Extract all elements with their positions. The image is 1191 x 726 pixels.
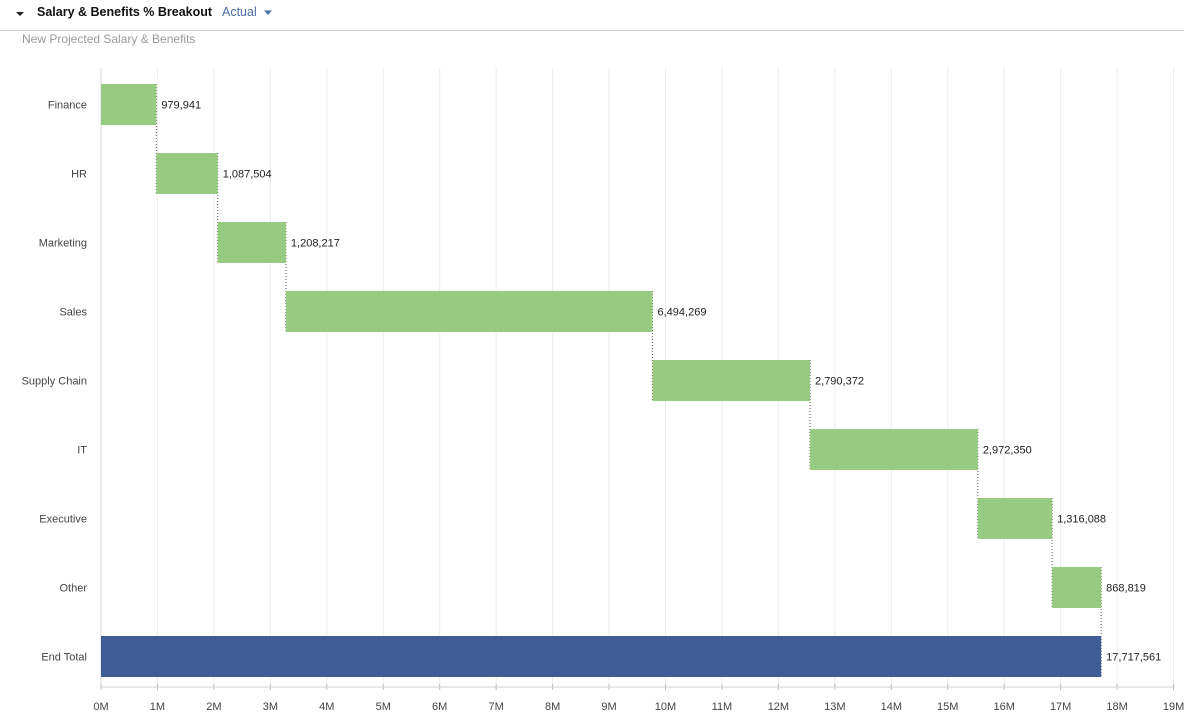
total-bar	[101, 636, 1102, 677]
waterfall-bar	[652, 360, 811, 401]
data-label: 17,717,561	[1106, 652, 1161, 664]
data-label: 1,087,504	[223, 169, 272, 181]
data-labels: 979,941 1,087,504 1,208,217 6,494,269 2,790,…	[161, 100, 1161, 664]
waterfall-bar	[156, 153, 218, 194]
x-tick-label: 17M	[1050, 701, 1071, 713]
x-tick-label: 9M	[601, 701, 616, 713]
waterfall-bar	[977, 498, 1053, 539]
data-label: 2,972,350	[983, 445, 1032, 457]
x-tick-label: 4M	[319, 701, 334, 713]
panel-title: Salary & Benefits % Breakout	[37, 5, 213, 19]
chart-subtitle: New Projected Salary & Benefits	[22, 32, 196, 46]
category-label: Sales	[59, 307, 87, 319]
data-label: 2,790,372	[815, 376, 864, 388]
x-gridlines	[100, 68, 1175, 687]
x-tick-label: 12M	[768, 701, 789, 713]
x-tick-label: 14M	[881, 701, 902, 713]
waterfall-bar	[285, 291, 653, 332]
x-tick-label: 1M	[150, 701, 165, 713]
x-axis-ticks: 0M 1M 2M 3M 4M 5M 6M 7M 8M 9M 10M 11M 12M 13M 14M 15M 16…	[93, 684, 1184, 713]
category-label: HR	[71, 169, 87, 181]
category-label: Supply Chain	[22, 376, 87, 388]
category-label: Executive	[39, 514, 87, 526]
category-label: Other	[59, 583, 87, 595]
x-tick-label: 3M	[263, 701, 278, 713]
x-tick-label: 13M	[824, 701, 845, 713]
category-labels: Finance HR Marketing Sales Supply Chain IT Exe…	[22, 100, 88, 664]
x-tick-label: 2M	[206, 701, 221, 713]
bars	[101, 84, 1102, 677]
category-label: Finance	[48, 100, 87, 112]
x-tick-label: 5M	[376, 701, 391, 713]
panel-header: Salary & Benefits % Breakout Actual	[0, 0, 1184, 31]
waterfall-bar	[217, 222, 286, 263]
x-tick-label: 0M	[93, 701, 108, 713]
caret-down-icon	[263, 6, 273, 20]
waterfall-bar	[1052, 567, 1102, 608]
view-dropdown[interactable]: Actual	[222, 5, 273, 20]
category-label: IT	[77, 445, 87, 457]
x-tick-label: 11M	[712, 701, 733, 713]
x-tick-label: 7M	[489, 701, 504, 713]
data-label: 979,941	[161, 100, 201, 112]
data-label: 1,208,217	[291, 238, 340, 250]
view-dropdown-value: Actual	[222, 5, 257, 19]
category-label: End Total	[41, 652, 87, 664]
x-tick-label: 18M	[1106, 701, 1127, 713]
x-tick-label: 6M	[432, 701, 447, 713]
collapse-toggle-button[interactable]	[12, 6, 28, 22]
connectors	[155, 84, 1102, 677]
x-tick-label: 16M	[993, 701, 1014, 713]
waterfall-bar	[810, 429, 978, 470]
waterfall-bar	[101, 84, 157, 125]
x-tick-label: 10M	[655, 701, 676, 713]
category-label: Marketing	[39, 238, 87, 250]
data-label: 1,316,088	[1057, 514, 1106, 526]
data-label: 6,494,269	[658, 307, 707, 319]
x-tick-label: 19M	[1163, 701, 1184, 713]
data-label: 868,819	[1106, 583, 1146, 595]
x-tick-label: 8M	[545, 701, 560, 713]
caret-down-icon	[12, 6, 28, 22]
x-tick-label: 15M	[937, 701, 958, 713]
